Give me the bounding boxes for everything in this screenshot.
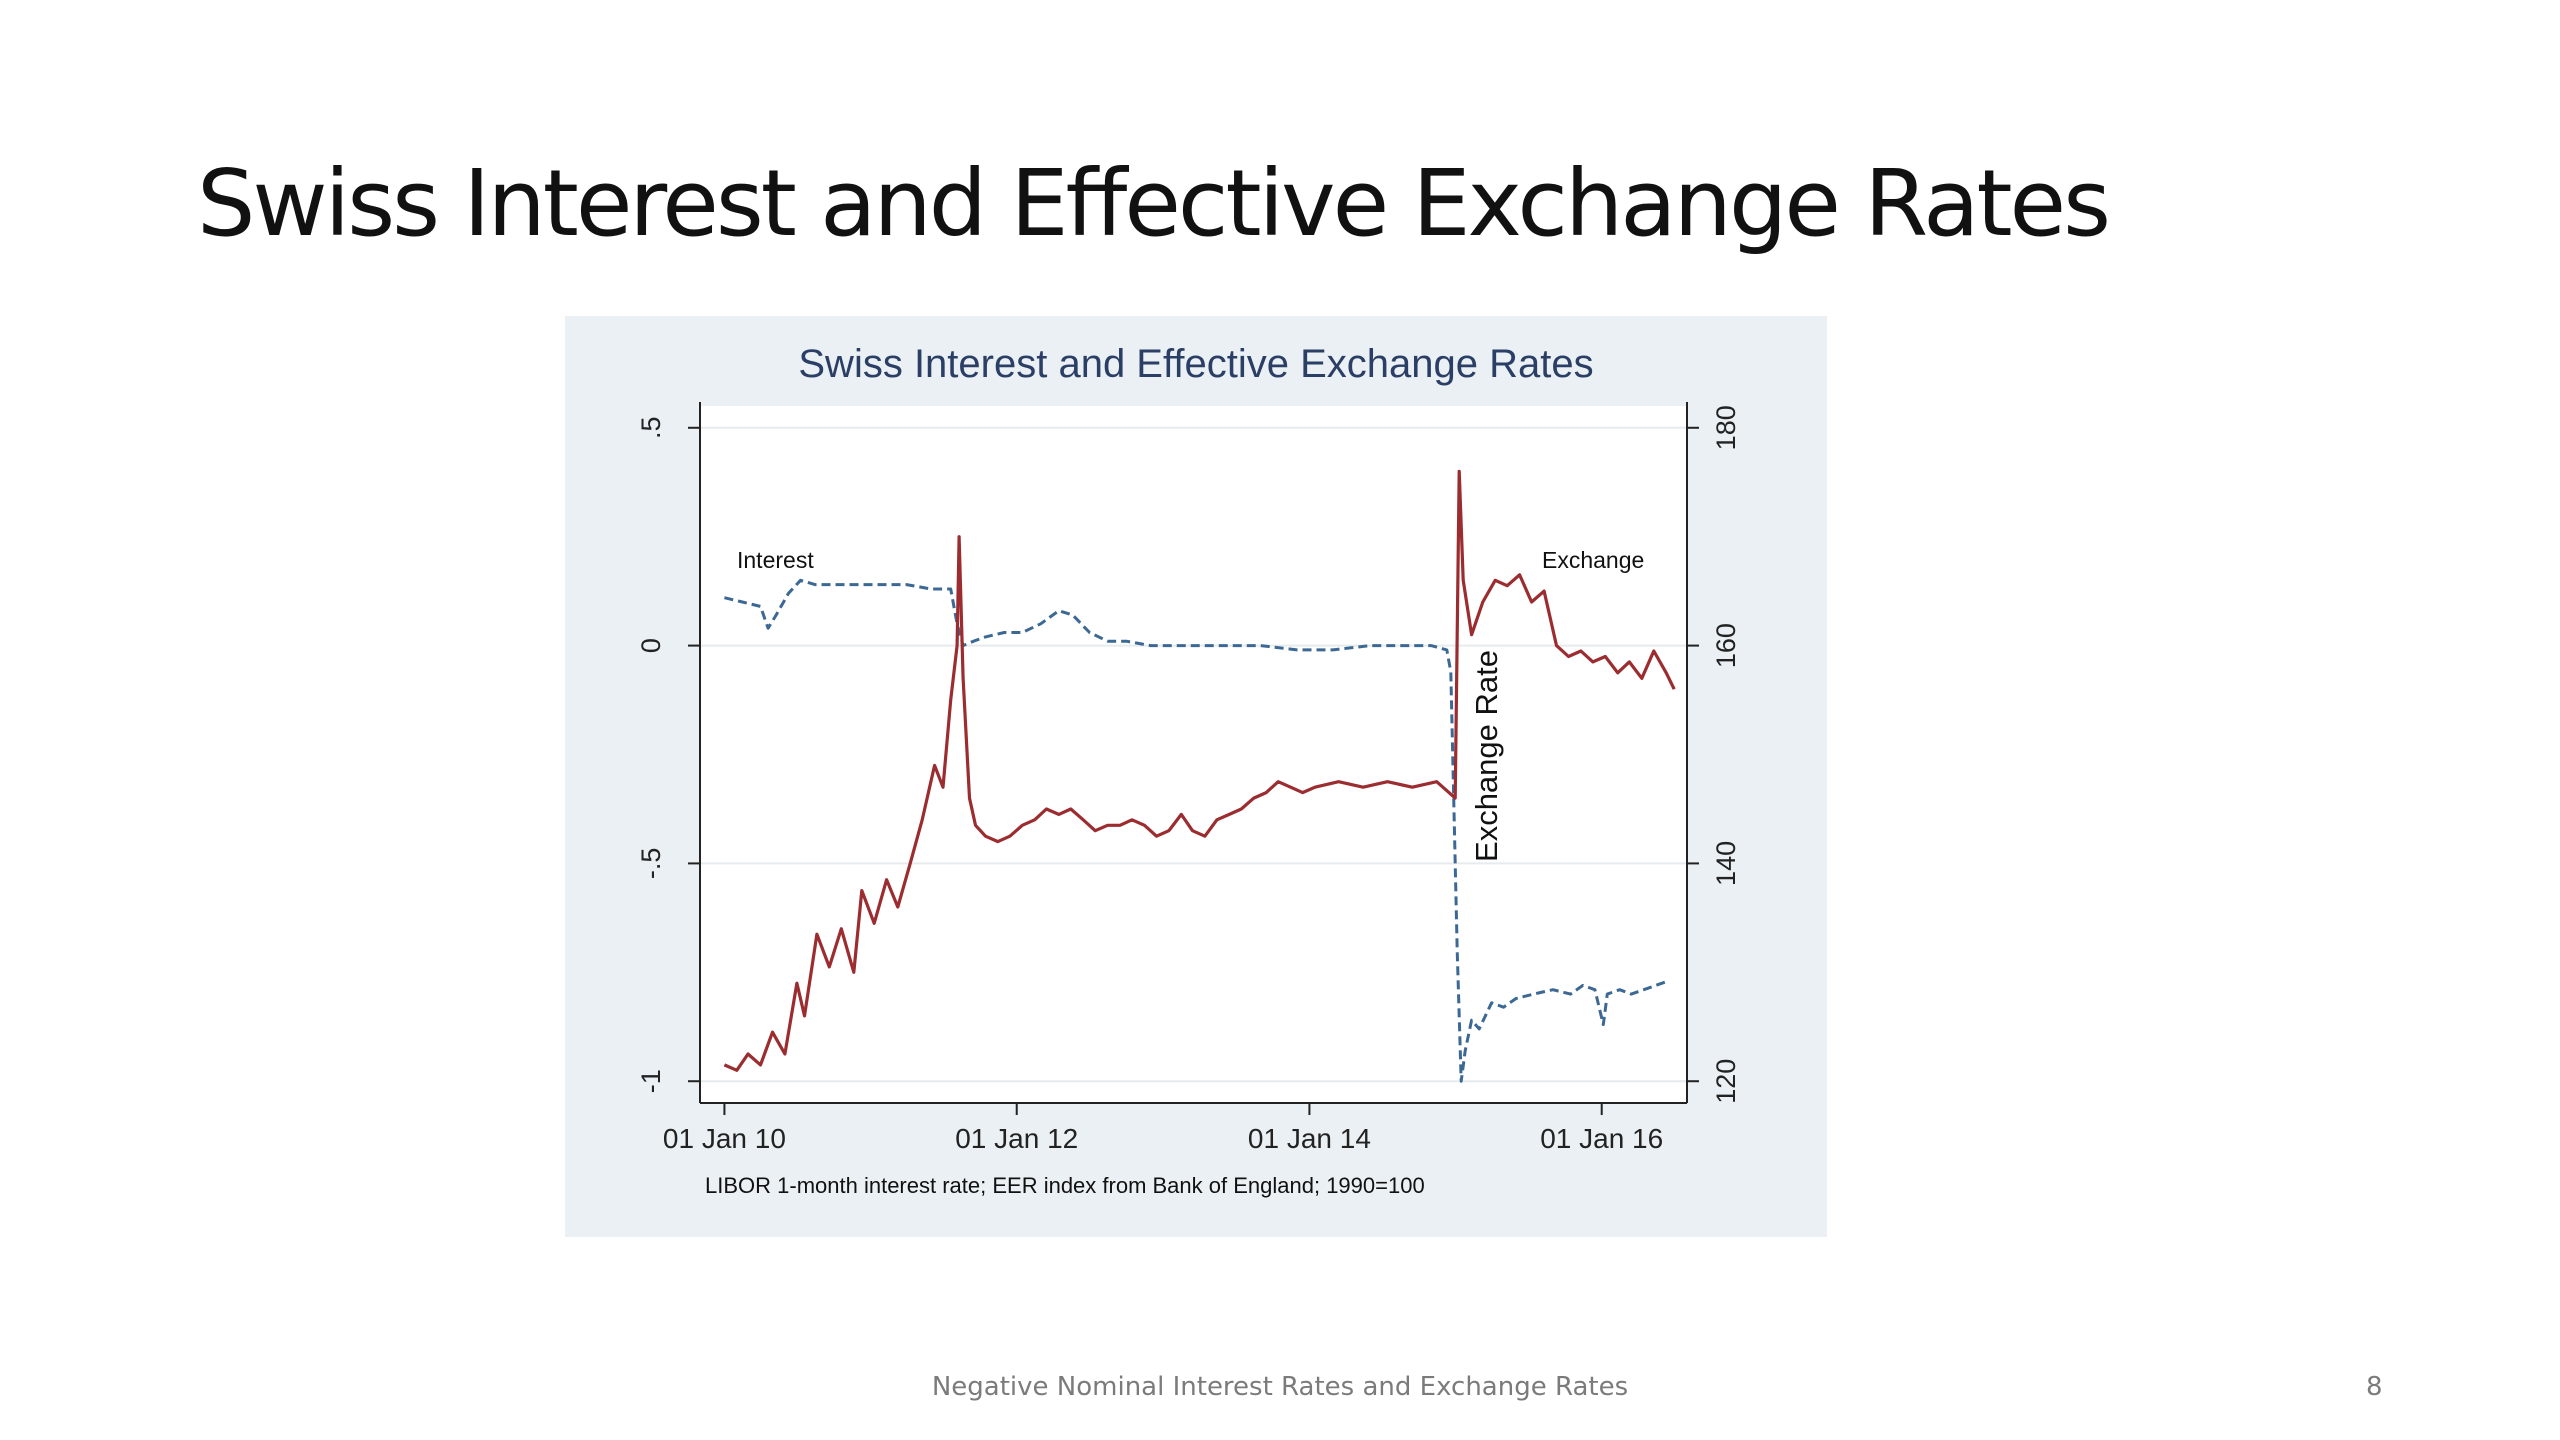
slide-footer: Negative Nominal Interest Rates and Exch… <box>931 1372 1629 1402</box>
y-left-tick-label-1: -.5 <box>636 848 666 880</box>
annotation-interest: Interest <box>737 547 814 573</box>
y-left-tick-label-0: -1 <box>636 1069 666 1093</box>
chart-svg: -1 -.5 0 .5 120 140 160 180 01 Jan 10 01 Jan 12 01… <box>636 342 1741 1198</box>
chart-container: -1 -.5 0 .5 120 140 160 180 01 Jan 10 01 Jan 12 01… <box>565 316 1827 1237</box>
x-tick-label-0: 01 Jan 10 <box>663 1123 786 1154</box>
y-right-tick-label-3: 180 <box>1711 405 1741 450</box>
x-tick-label-3: 01 Jan 16 <box>1540 1123 1663 1154</box>
slide-title: Swiss Interest and Effective Exchange Ra… <box>197 150 2111 257</box>
y-left-tick-label-3: .5 <box>636 417 666 440</box>
y-right-tick-label-0: 120 <box>1711 1059 1741 1104</box>
y-left-tick-label-2: 0 <box>636 638 666 653</box>
x-tick-label-1: 01 Jan 12 <box>955 1123 1078 1154</box>
y-right-tick-label-2: 160 <box>1711 623 1741 668</box>
chart-title: Swiss Interest and Effective Exchange Ra… <box>798 342 1593 386</box>
series-line-interest <box>724 578 1669 1083</box>
x-tick-label-2: 01 Jan 14 <box>1248 1123 1371 1154</box>
annotation-exchange: Exchange <box>1542 547 1644 573</box>
y-right-axis-title: Exchange Rate <box>1469 650 1504 862</box>
chart-note: LIBOR 1-month interest rate; EER index f… <box>705 1173 1425 1198</box>
plot-area <box>700 406 1687 1103</box>
y-right-tick-label-1: 140 <box>1711 841 1741 886</box>
slide-number: 8 <box>2366 1372 2383 1402</box>
series-line-exchange <box>723 469 1676 1072</box>
